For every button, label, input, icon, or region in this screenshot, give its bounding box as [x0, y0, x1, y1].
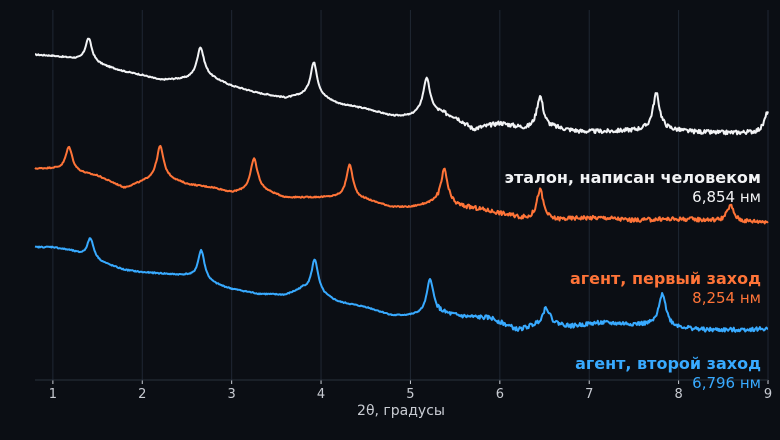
x-tick-label-9: 9 [764, 387, 772, 402]
x-tick-label-6: 6 [496, 387, 504, 402]
series-name-2: агент, первый заход [570, 269, 761, 288]
series-value-3: 6,796 нм [692, 374, 761, 392]
x-tick-label-1: 1 [49, 387, 57, 402]
x-tick-label-8: 8 [674, 387, 682, 402]
series-value-2: 8,254 нм [692, 289, 761, 307]
grid-lines [52, 10, 769, 380]
series-line-3 [34, 237, 769, 333]
x-tick-label-3: 3 [228, 387, 236, 402]
x-tick-label-7: 7 [585, 387, 593, 402]
series-name-1: эталон, написан человеком [505, 168, 761, 187]
x-tick-label-5: 5 [406, 387, 414, 402]
series-line-2 [34, 144, 769, 225]
series-value-1: 6,854 нм [692, 188, 761, 206]
x-axis-label: 2θ, градусы [357, 403, 445, 419]
series-lines [34, 37, 769, 333]
series-name-3: агент, второй заход [575, 354, 761, 373]
x-tick-label-4: 4 [317, 387, 325, 402]
x-axis: 1 2 3 4 5 6 7 8 9 [35, 379, 772, 402]
series-line-1 [34, 37, 769, 136]
x-tick-label-2: 2 [138, 387, 146, 402]
